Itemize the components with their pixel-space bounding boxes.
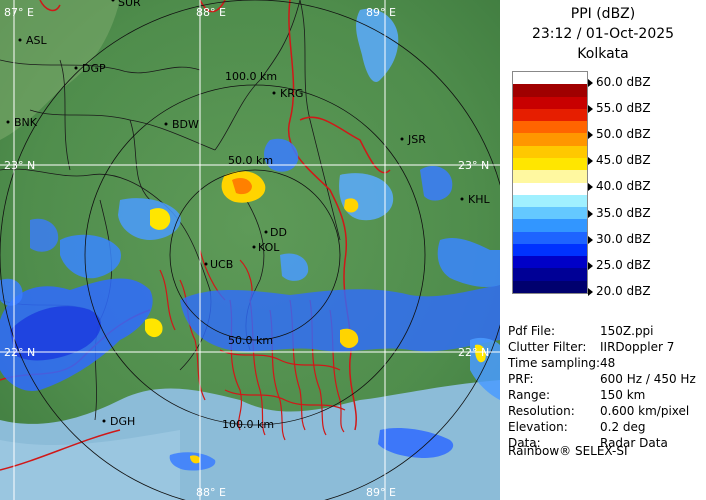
lat-label-23-right: 23° N xyxy=(458,159,489,172)
place-krg: KRG xyxy=(280,87,303,100)
legend-swatch xyxy=(513,280,587,294)
legend-tick xyxy=(588,287,593,296)
legend-label: 45.0 dBZ xyxy=(596,153,651,168)
place-bdw: BDW xyxy=(172,118,199,131)
legend-swatch xyxy=(513,133,587,147)
info-value: 600 Hz / 450 Hz xyxy=(600,372,696,386)
place-asl: ASL xyxy=(26,34,48,47)
legend-swatch xyxy=(513,182,587,196)
color-legend xyxy=(512,71,588,294)
product-title: PPI (dBZ) xyxy=(570,6,636,22)
radar-echoes xyxy=(0,8,500,471)
info-key: Resolution: xyxy=(508,404,575,418)
legend-label: 20.0 dBZ xyxy=(596,283,651,298)
hills-area xyxy=(0,0,120,140)
legend-swatch xyxy=(513,96,587,110)
legend-swatch xyxy=(513,231,587,245)
sea-shallow xyxy=(0,430,180,500)
info-value: 0.600 km/pixel xyxy=(600,404,690,418)
place-markers: ASL DGP BNK BDW KRG JSR KHL DD KOL UCB D… xyxy=(6,0,490,428)
info-value: 150Z.ppi xyxy=(600,324,654,338)
info-value: 48 xyxy=(600,356,616,370)
legend-label: 50.0 dBZ xyxy=(596,127,651,142)
legend-tick xyxy=(588,131,593,140)
legend-swatch xyxy=(513,219,587,233)
legend-swatch xyxy=(513,145,587,159)
legend-swatch xyxy=(513,121,587,134)
info-key: Data: xyxy=(508,436,541,450)
station-title: Kolkata xyxy=(577,46,629,62)
lat-label-23: 23° N xyxy=(4,159,35,172)
place-dgh: DGH xyxy=(110,415,135,428)
place-khl: KHL xyxy=(468,193,490,206)
info-key: Elevation: xyxy=(508,420,568,434)
lat-label-22: 22° N xyxy=(4,346,35,359)
info-key: Time sampling: xyxy=(508,356,601,370)
radar-map: 88° E 89° E 87° E 23° N 22° N 23° N 22° … xyxy=(0,0,500,500)
legend-swatch xyxy=(513,268,587,282)
legend-tick xyxy=(588,209,593,218)
place-kol: KOL xyxy=(258,241,280,254)
ring-label-50-north: 50.0 km xyxy=(228,154,273,167)
legend-label: 30.0 dBZ xyxy=(596,231,651,246)
datetime-title: 23:12 / 01-Oct-2025 xyxy=(531,26,675,42)
lon-label-88-bottom: 88° E xyxy=(196,486,226,499)
legend-tick xyxy=(588,157,593,166)
lat-label-22-right: 22° N xyxy=(458,346,489,359)
info-key: Pdf File: xyxy=(508,324,556,338)
legend-swatch xyxy=(513,108,587,122)
place-dd: DD xyxy=(270,226,287,239)
lon-label-89-bottom: 89° E xyxy=(366,486,396,499)
info-key: Clutter Filter: xyxy=(508,340,587,354)
graticule xyxy=(0,0,500,500)
legend-tick xyxy=(588,183,593,192)
lon-label-88: 88° E xyxy=(196,6,226,19)
legend-label: 35.0 dBZ xyxy=(596,205,651,220)
legend-swatch xyxy=(513,157,587,171)
place-bnk: BNK xyxy=(14,116,38,129)
legend-tick xyxy=(588,235,593,244)
legend-tick xyxy=(588,105,593,114)
lon-label-87: 87° E xyxy=(4,6,34,19)
info-value: 150 km xyxy=(600,388,646,402)
legend-swatch xyxy=(513,84,587,98)
legend-label: 40.0 dBZ xyxy=(596,179,651,194)
legend-tick xyxy=(588,79,593,87)
legend-swatch xyxy=(513,243,587,257)
info-key: PRF: xyxy=(508,372,534,386)
ring-label-100-south: 100.0 km xyxy=(222,418,274,431)
legend-label: 25.0 dBZ xyxy=(596,257,651,272)
info-key: Range: xyxy=(508,388,551,402)
place-dgp: DGP xyxy=(82,62,106,75)
legend-swatch xyxy=(513,207,587,220)
legend-swatch xyxy=(513,256,587,269)
place-jsr: JSR xyxy=(407,133,426,146)
legend-label: 60.0 dBZ xyxy=(596,75,651,89)
info-panel: PPI (dBZ) 23:12 / 01-Oct-2025 Kolkata 60… xyxy=(500,0,706,500)
legend-tick xyxy=(588,261,593,270)
legend-label: 55.0 dBZ xyxy=(596,101,651,116)
info-value: IIRDoppler 7 xyxy=(600,340,675,354)
legend-swatch xyxy=(513,170,587,183)
ring-label-100-north: 100.0 km xyxy=(225,70,277,83)
legend-swatch xyxy=(513,194,587,208)
ring-label-50-south: 50.0 km xyxy=(228,334,273,347)
credit-text: Rainbow® SELEX-SI xyxy=(508,444,628,458)
info-value: Radar Data xyxy=(600,436,668,450)
place-ucb: UCB xyxy=(210,258,233,271)
info-value: 0.2 deg xyxy=(600,420,646,434)
lon-label-89: 89° E xyxy=(366,6,396,19)
legend-swatch xyxy=(513,72,587,85)
range-rings xyxy=(0,0,500,500)
place-sur: SUR xyxy=(118,0,141,9)
